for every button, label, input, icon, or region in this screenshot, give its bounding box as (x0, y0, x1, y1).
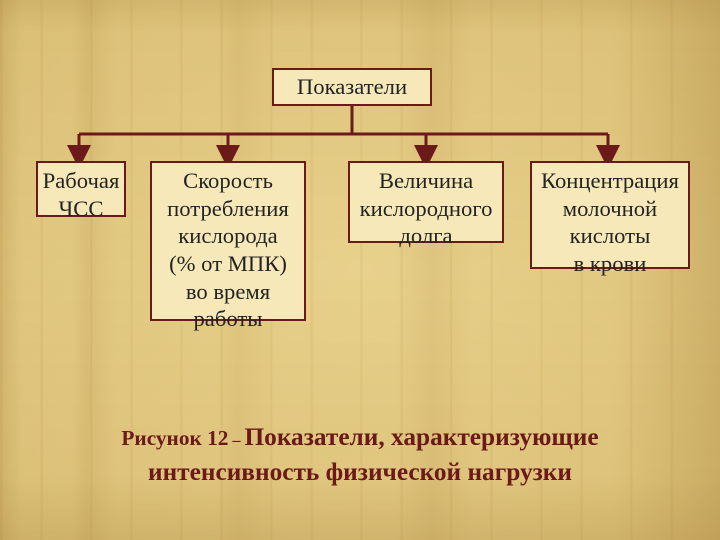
caption-prefix: Рисунок 12 (121, 426, 228, 450)
caption-sep: – (228, 432, 244, 449)
child-node: Величина кислородного долга (348, 161, 504, 243)
child-label: Скорость потребления кислорода (% от МПК… (167, 167, 289, 333)
root-node: Показатели (272, 68, 432, 106)
root-label: Показатели (297, 73, 407, 101)
child-node: Рабочая ЧСС (36, 161, 126, 217)
child-label: Величина кислородного долга (360, 167, 493, 250)
child-label: Концентрация молочной кислоты в крови (541, 167, 679, 278)
child-node: Скорость потребления кислорода (% от МПК… (150, 161, 306, 321)
child-node: Концентрация молочной кислоты в крови (530, 161, 690, 269)
caption-line2: интенсивность физической нагрузки (148, 458, 572, 486)
figure-caption: Рисунок 12 – Показатели, характеризующие… (0, 420, 720, 491)
caption-line1: Показатели, характеризующие (244, 423, 598, 451)
child-label: Рабочая ЧСС (43, 167, 120, 222)
